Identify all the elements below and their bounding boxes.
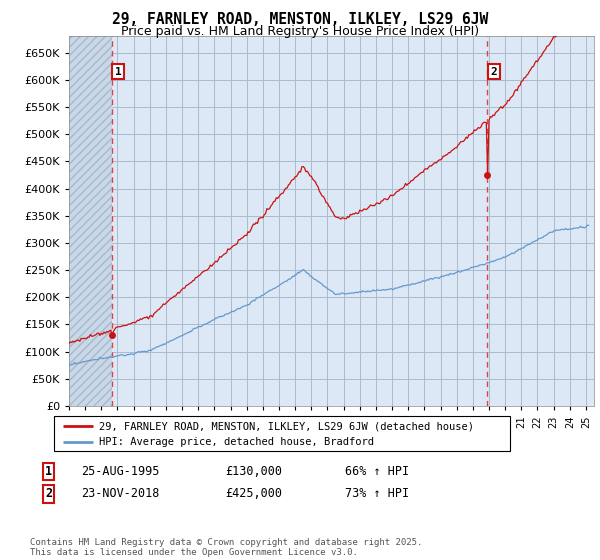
Text: 29, FARNLEY ROAD, MENSTON, ILKLEY, LS29 6JW (detached house): 29, FARNLEY ROAD, MENSTON, ILKLEY, LS29 … [99, 422, 474, 432]
Text: Contains HM Land Registry data © Crown copyright and database right 2025.
This d: Contains HM Land Registry data © Crown c… [30, 538, 422, 557]
Text: 25-AUG-1995: 25-AUG-1995 [81, 465, 160, 478]
Text: 73% ↑ HPI: 73% ↑ HPI [345, 487, 409, 501]
Text: 1: 1 [45, 465, 52, 478]
Text: 29, FARNLEY ROAD, MENSTON, ILKLEY, LS29 6JW: 29, FARNLEY ROAD, MENSTON, ILKLEY, LS29 … [112, 12, 488, 27]
Text: 2: 2 [490, 67, 497, 77]
Bar [69, 36, 112, 406]
Text: 2: 2 [45, 487, 52, 501]
Text: £425,000: £425,000 [225, 487, 282, 501]
Text: 66% ↑ HPI: 66% ↑ HPI [345, 465, 409, 478]
Text: £130,000: £130,000 [225, 465, 282, 478]
Text: 1: 1 [115, 67, 122, 77]
Text: 23-NOV-2018: 23-NOV-2018 [81, 487, 160, 501]
Text: HPI: Average price, detached house, Bradford: HPI: Average price, detached house, Brad… [99, 437, 374, 447]
Text: Price paid vs. HM Land Registry's House Price Index (HPI): Price paid vs. HM Land Registry's House … [121, 25, 479, 38]
